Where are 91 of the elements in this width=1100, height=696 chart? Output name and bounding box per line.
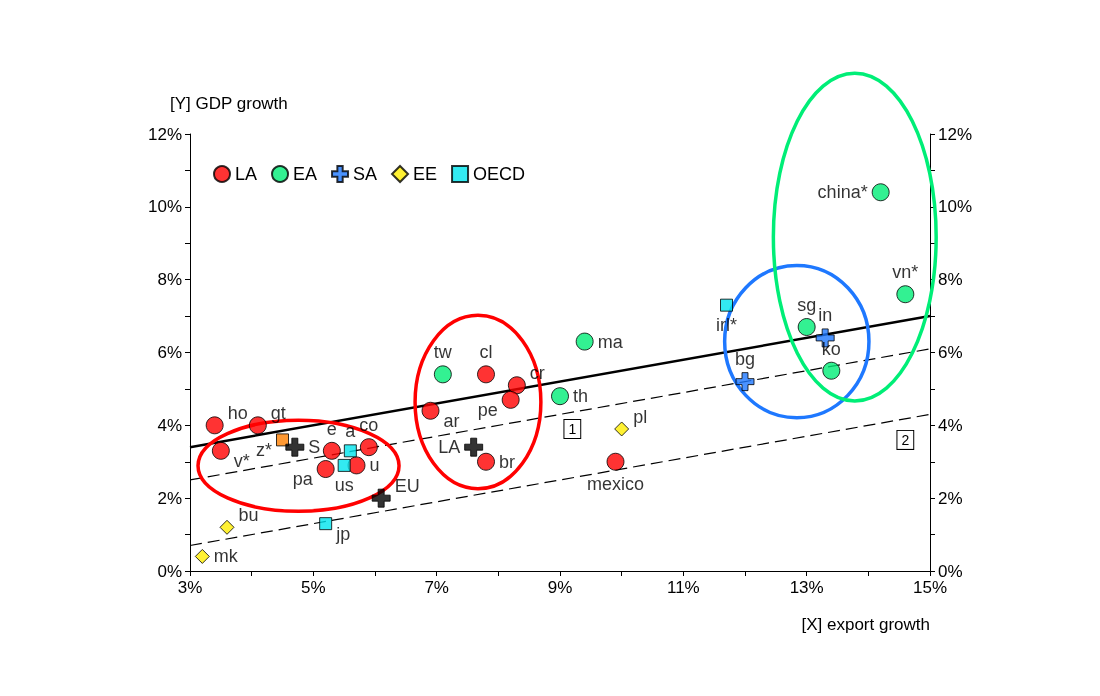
y-axis-title: [Y] GDP growth bbox=[170, 94, 288, 113]
data-label: sg bbox=[797, 295, 817, 316]
point bbox=[507, 376, 526, 395]
point bbox=[501, 390, 520, 409]
data-label: us bbox=[334, 474, 354, 495]
data-label: vn* bbox=[892, 262, 919, 283]
point bbox=[285, 437, 305, 457]
y-tick-label: 10% bbox=[147, 197, 182, 217]
point bbox=[433, 365, 452, 384]
point bbox=[219, 519, 235, 535]
data-label: e bbox=[326, 418, 337, 439]
data-label: bg bbox=[734, 349, 756, 370]
point bbox=[205, 416, 224, 435]
data-label: co bbox=[359, 415, 379, 436]
point bbox=[337, 458, 351, 472]
data-label: u bbox=[369, 455, 380, 476]
data-label: th bbox=[573, 386, 589, 407]
point bbox=[614, 421, 630, 437]
data-label: jp bbox=[335, 523, 351, 544]
point bbox=[797, 318, 816, 336]
point bbox=[477, 365, 495, 384]
x-tick-label: 7% bbox=[424, 578, 449, 597]
data-label: in bbox=[818, 305, 833, 326]
y-tick-label: 12% bbox=[147, 124, 182, 144]
data-label: pa bbox=[292, 469, 314, 490]
data-label: bu bbox=[238, 505, 259, 526]
x-tick-label: 11% bbox=[666, 578, 700, 597]
data-label: br bbox=[499, 451, 516, 472]
data-label: mexico bbox=[586, 473, 645, 494]
point bbox=[575, 332, 594, 351]
data-label: ar bbox=[443, 410, 460, 431]
point bbox=[211, 441, 230, 460]
legend-label: EE bbox=[413, 164, 438, 184]
data-label: ma bbox=[597, 331, 624, 352]
point bbox=[477, 452, 495, 471]
y2-tick-label: 2% bbox=[938, 488, 963, 508]
x-tick-label: 15% bbox=[912, 578, 948, 597]
point bbox=[322, 441, 341, 460]
data-label: ho bbox=[227, 403, 248, 424]
y2-tick-label: 8% bbox=[938, 270, 963, 290]
x-tick-label: 5% bbox=[301, 578, 326, 597]
point bbox=[822, 361, 841, 380]
y-tick-label: 0% bbox=[157, 561, 182, 581]
x-tick-label: 13% bbox=[789, 578, 824, 597]
legend-label: LA bbox=[235, 164, 258, 184]
annotation: 2 bbox=[901, 431, 910, 448]
point bbox=[316, 460, 335, 479]
x-tick-label: 9% bbox=[547, 578, 573, 597]
y-tick-label: 2% bbox=[157, 488, 182, 508]
data-label: cl bbox=[479, 342, 493, 363]
data-label: z* bbox=[255, 439, 272, 460]
point bbox=[896, 285, 915, 304]
point bbox=[276, 433, 289, 447]
point bbox=[343, 444, 357, 458]
data-label: EU bbox=[394, 476, 420, 497]
legend-label: OECD bbox=[473, 164, 526, 184]
point bbox=[319, 517, 333, 531]
data-label: tw bbox=[433, 342, 453, 363]
legend-label: EA bbox=[293, 164, 318, 184]
data-label: mk bbox=[213, 546, 239, 567]
annotation: 1 bbox=[568, 420, 577, 437]
data-label: LA bbox=[438, 437, 461, 458]
point bbox=[551, 387, 569, 406]
data-label: pe bbox=[477, 399, 498, 420]
point bbox=[248, 416, 267, 435]
data-label: gt bbox=[270, 403, 286, 424]
point bbox=[194, 548, 210, 564]
point bbox=[735, 372, 755, 392]
x-tick-label: 3% bbox=[177, 578, 203, 597]
data-label: S bbox=[308, 437, 321, 458]
point bbox=[606, 452, 625, 471]
y2-tick-label: 4% bbox=[938, 415, 963, 435]
point bbox=[421, 401, 440, 420]
legend-label: SA bbox=[353, 164, 378, 184]
y-tick-label: 4% bbox=[157, 415, 182, 435]
y2-tick-label: 0% bbox=[938, 561, 963, 581]
point bbox=[359, 438, 378, 457]
point bbox=[371, 488, 391, 508]
data-label: ko bbox=[821, 338, 841, 359]
y-tick-label: 6% bbox=[157, 343, 182, 362]
point bbox=[464, 437, 484, 457]
data-label: pl bbox=[633, 406, 648, 427]
data-label: v* bbox=[233, 450, 250, 471]
y2-tick-label: 10% bbox=[938, 197, 973, 217]
x-axis-title: [X] export growth bbox=[801, 615, 930, 634]
data-label: china* bbox=[817, 182, 868, 203]
point bbox=[871, 183, 890, 202]
y2-tick-label: 12% bbox=[938, 124, 973, 144]
y-tick-label: 8% bbox=[157, 270, 182, 290]
y2-tick-label: 6% bbox=[938, 343, 963, 362]
point bbox=[720, 298, 733, 312]
